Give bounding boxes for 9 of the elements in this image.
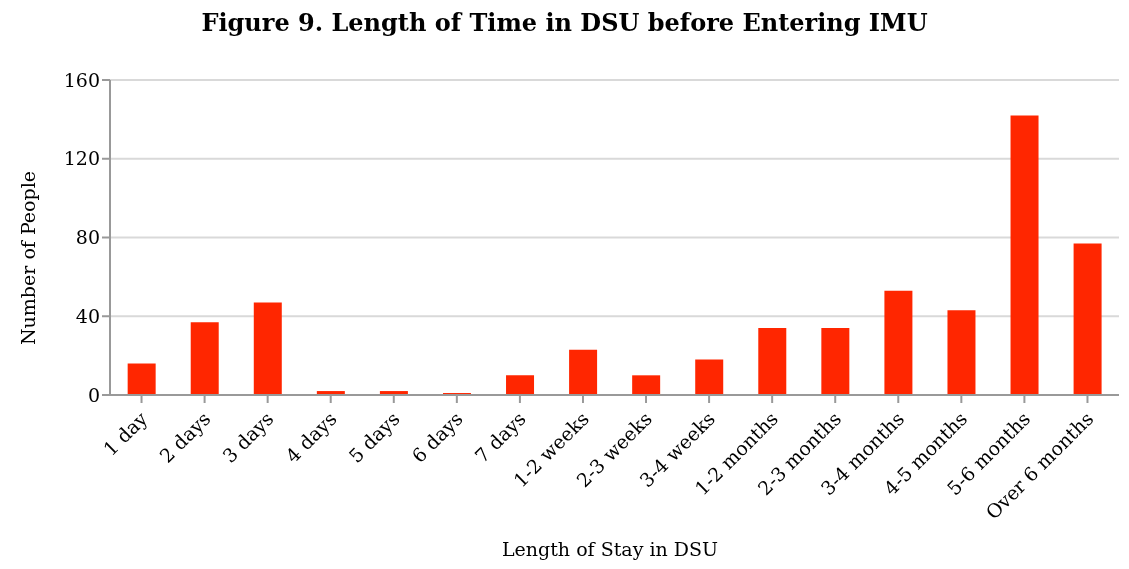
y-tick-label: 0	[87, 383, 100, 406]
y-tick-label: 80	[75, 226, 100, 249]
chart-title: Figure 9. Length of Time in DSU before Entering IMU	[200, 8, 929, 37]
x-axis-title: Length of Stay in DSU	[500, 538, 720, 560]
y-tick-label: 160	[63, 68, 100, 91]
y-tick-label: 40	[75, 304, 100, 327]
x-tick-label: 1 day	[98, 407, 152, 460]
y-axis-title: Number of People	[17, 170, 39, 346]
y-tick-label: 120	[63, 147, 100, 170]
